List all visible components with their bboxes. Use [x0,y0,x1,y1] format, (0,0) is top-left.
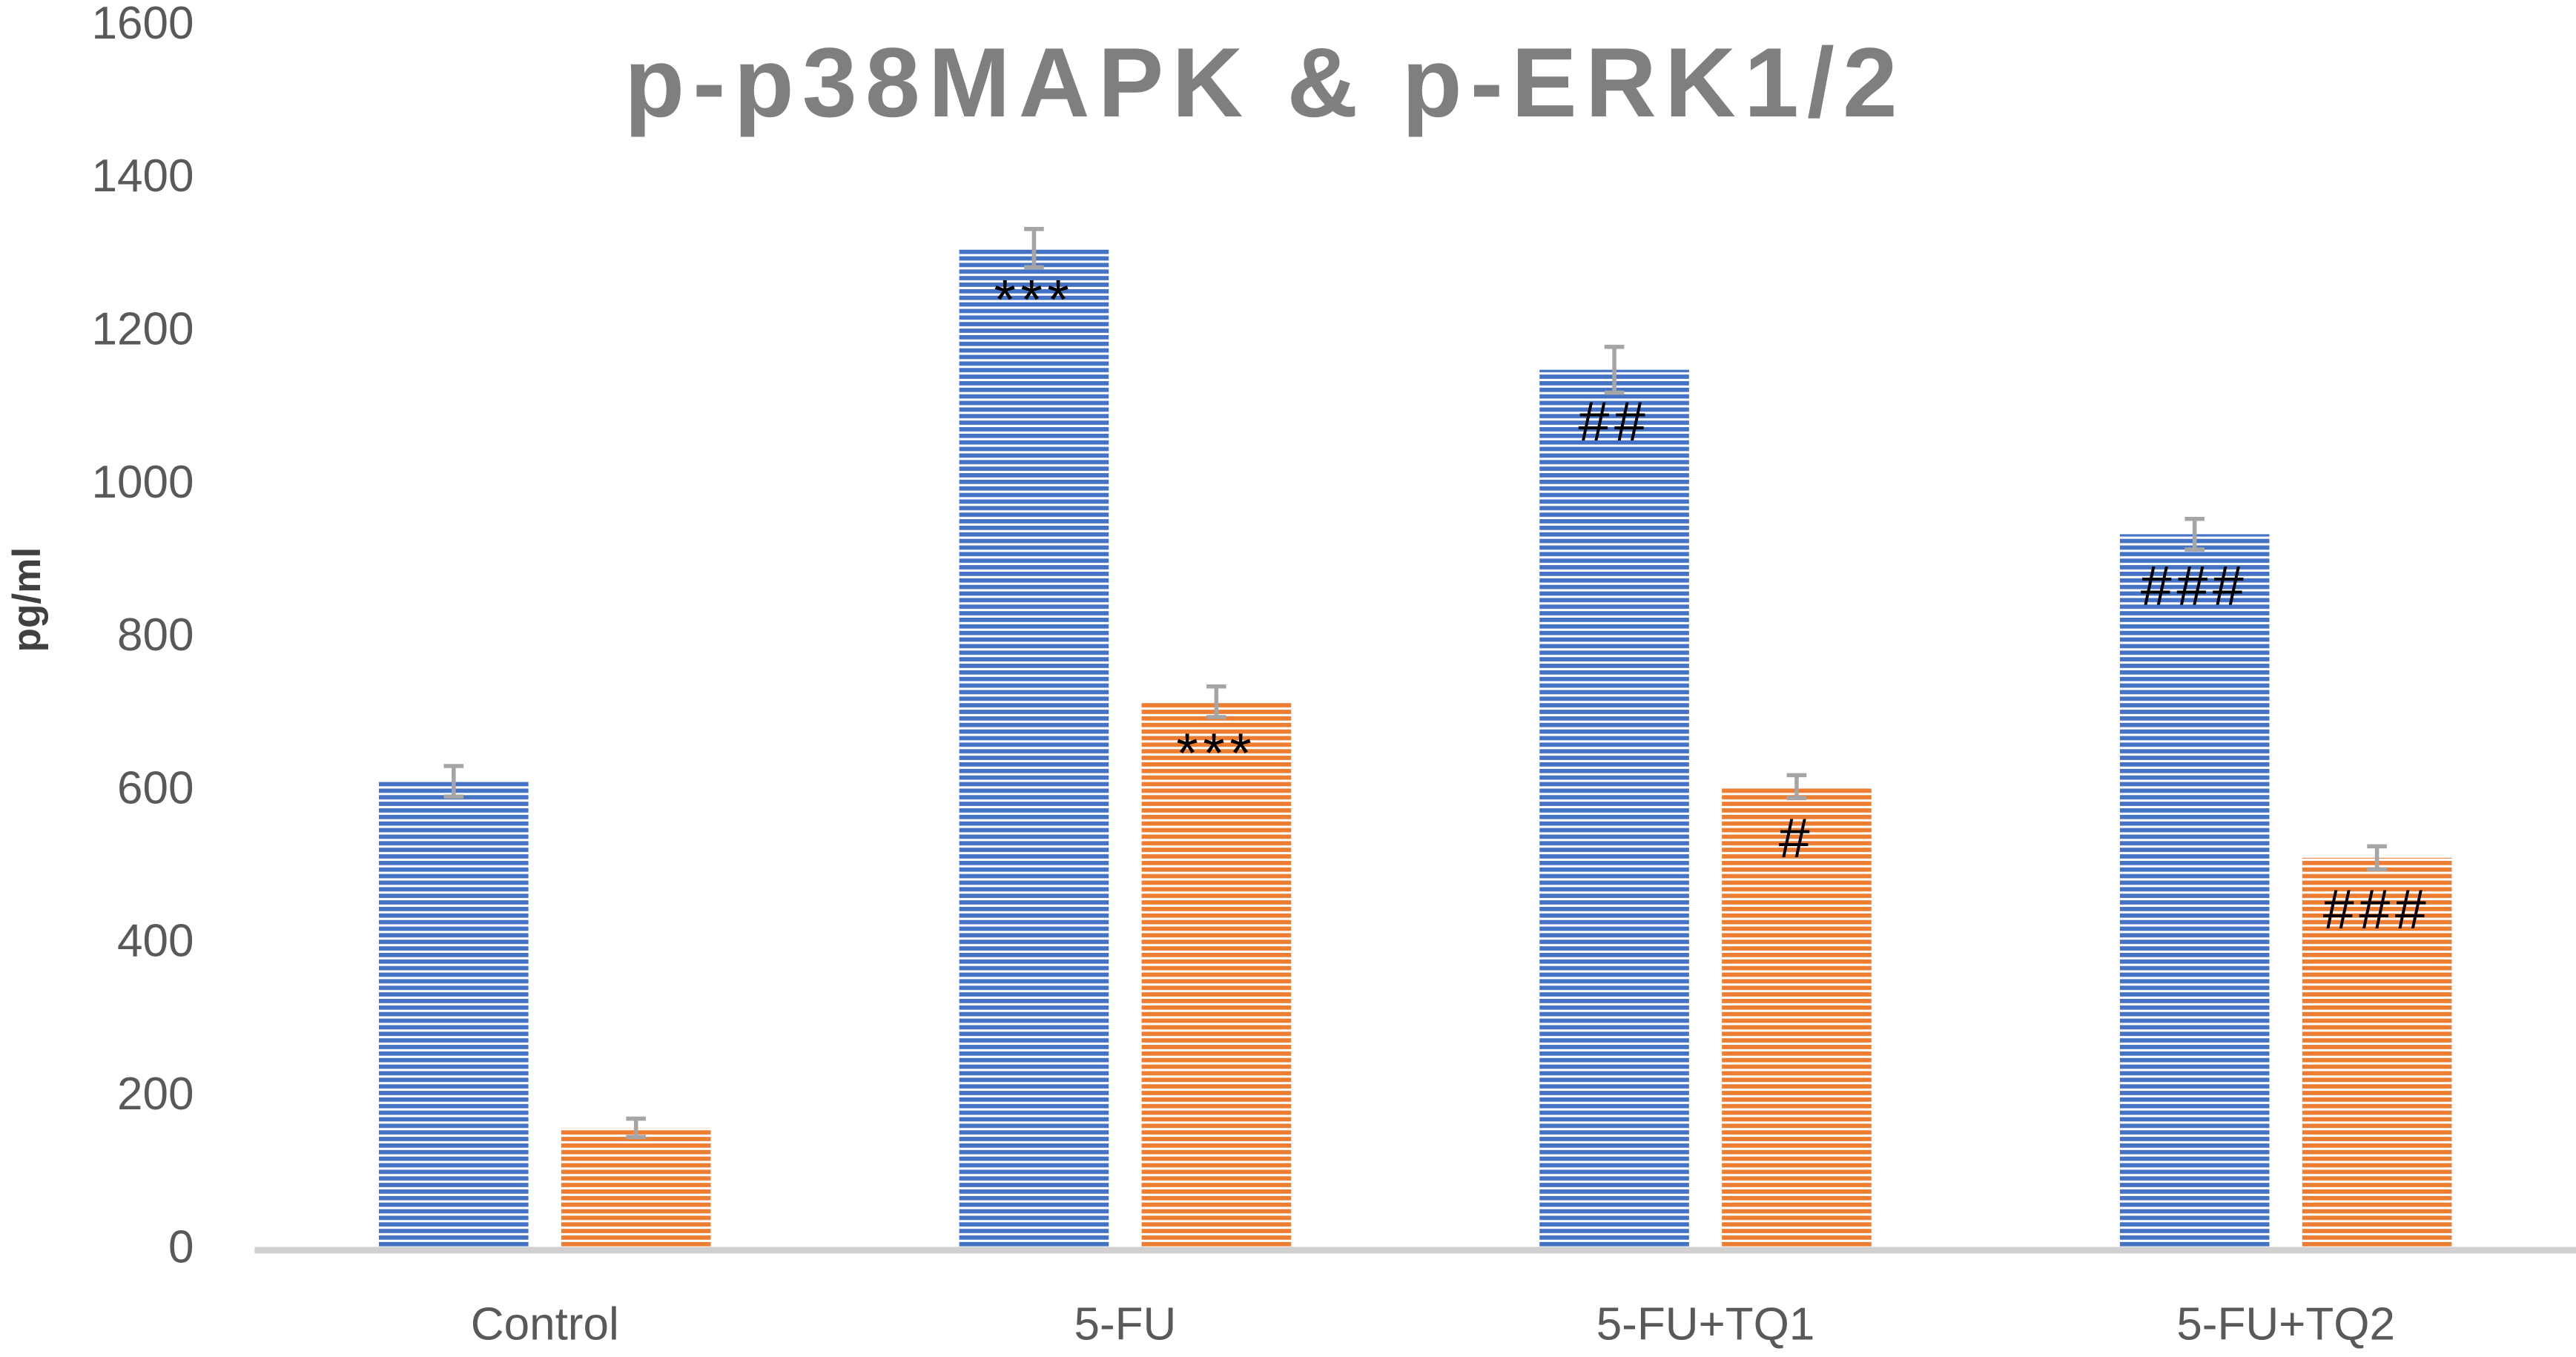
y-tick-label: 800 [117,610,194,661]
y-tick-label: 200 [117,1069,194,1120]
bar [1539,369,1689,1250]
significance-label: *** [1176,722,1256,785]
x-tick-label: 5-FU+TQ2 [2176,1299,2395,1350]
bar [2302,857,2452,1250]
y-tick-label: 1600 [92,0,194,49]
x-tick-label: 5-FU+TQ1 [1596,1299,1815,1350]
significance-label: *** [994,268,1074,331]
error-bar [1024,227,1044,270]
bar [1722,786,1872,1250]
y-tick-label: 0 [168,1221,194,1272]
x-tick-label: 5-FU [1074,1299,1176,1350]
bar [2119,534,2270,1250]
bar [959,248,1109,1250]
error-bar [2367,844,2387,872]
significance-label: # [1779,807,1815,869]
error-bar [1206,684,1226,719]
significance-label: ### [2141,555,2249,617]
significance-label: ### [2323,878,2431,940]
y-tick-label: 1400 [92,151,194,202]
bar [1141,701,1292,1250]
y-tick-label: 400 [117,916,194,967]
significance-label: ## [1579,390,1651,452]
y-tick-label: 1200 [92,303,194,354]
error-bar [1604,344,1625,395]
bar [561,1127,711,1250]
error-bar [1786,773,1807,801]
error-bar [2184,517,2205,552]
bar [378,781,529,1250]
error-bar [626,1116,647,1140]
error-bar [443,764,464,799]
y-axis-label: pg/ml [5,547,49,653]
chart-title: p-p38MAPK & p-ERK1/2 [624,28,1906,138]
x-tick-label: Control [471,1299,619,1350]
y-tick-label: 1000 [92,457,194,508]
y-tick-label: 600 [117,762,194,813]
